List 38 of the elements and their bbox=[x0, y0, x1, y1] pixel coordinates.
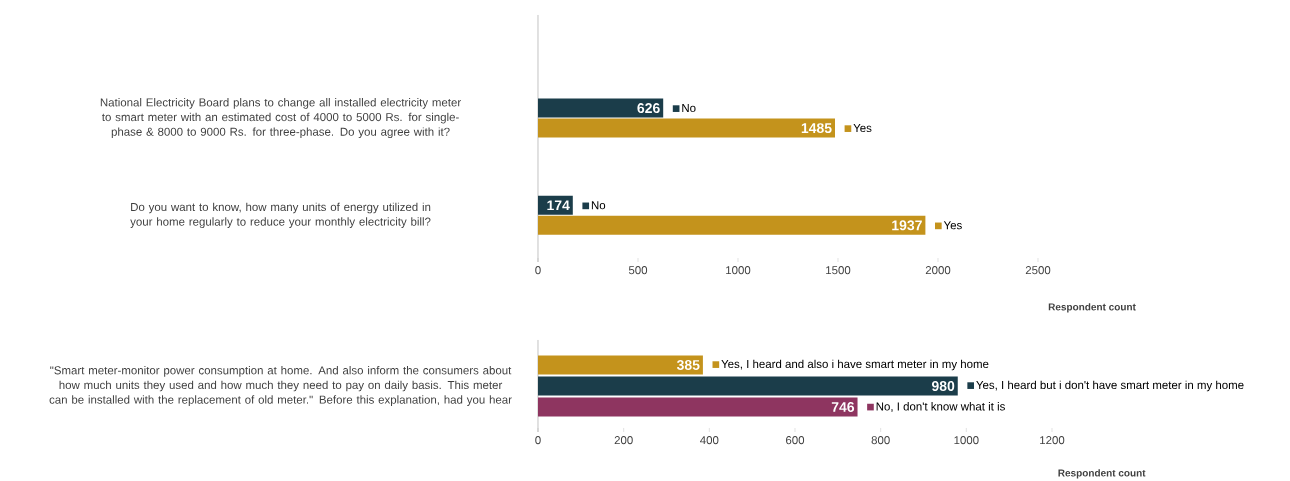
x-tick-label: 0 bbox=[535, 436, 541, 445]
legend-label: No, I don't know what it is bbox=[876, 402, 1005, 412]
x-tick-label: 800 bbox=[871, 436, 890, 445]
data-label: 626 bbox=[637, 103, 660, 114]
bar bbox=[538, 397, 858, 417]
text: No bbox=[682, 104, 696, 113]
legend-label: Yes bbox=[853, 124, 872, 133]
x-axis-title: Respondent count bbox=[1058, 469, 1146, 479]
data-label: 1937 bbox=[892, 220, 922, 231]
data-label: 385 bbox=[676, 360, 700, 370]
bar bbox=[538, 118, 835, 138]
x-tick-label: 1500 bbox=[826, 266, 851, 275]
legend-label: Yes, I heard but i don't have smart meter in my home bbox=[976, 380, 1244, 392]
x-tick-label: 400 bbox=[700, 436, 719, 445]
legend-label: Yes, I heard and also i have smart meter in my home bbox=[721, 359, 989, 371]
x-tick-label: 1000 bbox=[954, 436, 979, 445]
data-label: 1485 bbox=[801, 123, 832, 134]
bar bbox=[538, 376, 958, 396]
text: Yes bbox=[943, 221, 962, 230]
legend-label: No bbox=[591, 201, 606, 210]
data-label: 174 bbox=[547, 200, 570, 211]
x-tick-label: 1200 bbox=[1040, 436, 1065, 445]
x-axis-title: Respondent count bbox=[1048, 303, 1136, 313]
data-label: 746 bbox=[831, 402, 855, 412]
bar bbox=[538, 215, 926, 235]
x-tick-label: 600 bbox=[786, 436, 805, 445]
data-label: 980 bbox=[931, 381, 955, 391]
x-tick-label: 200 bbox=[614, 436, 633, 445]
bar bbox=[538, 98, 664, 118]
y-tick-label: "Smart meter-monitor power consumption at home. And also inform the consumers about how much units they used and how much they need to pay on daily basis. This meter can be installed with the replacement of old meter." Before this explanation, had you hear bbox=[49, 365, 512, 406]
y-tick-label: Do you want to know, how many units of energy utilized in your home regularly to reduce your monthly electricity bill? bbox=[130, 202, 431, 228]
y-tick-label: National Electricity Board plans to change all installed electricity meter to smart meter with an estimated cost of 4000 to 5000 Rs. for single-phase & 8000 to 9000 Rs. for three-phase. Do you agree with it? bbox=[100, 98, 461, 139]
x-tick-label: 2500 bbox=[1025, 266, 1051, 275]
x-tick-label: 500 bbox=[628, 266, 648, 275]
x-tick-label: 2000 bbox=[925, 266, 951, 275]
x-tick-label: 1000 bbox=[726, 266, 751, 275]
bar bbox=[538, 355, 703, 375]
x-tick-label: 0 bbox=[535, 266, 541, 275]
